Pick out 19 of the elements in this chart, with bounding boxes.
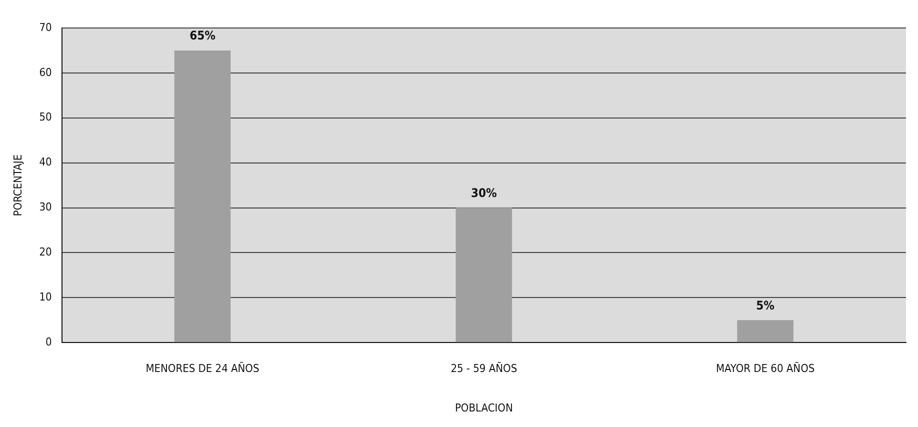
bar xyxy=(456,208,512,342)
y-axis-title: PORCENTAJE xyxy=(11,154,24,216)
y-tick-label: 50 xyxy=(39,110,52,124)
data-label: 30% xyxy=(470,186,497,200)
y-tick-label: 70 xyxy=(39,20,52,34)
bar xyxy=(174,50,231,342)
x-tick-label: MAYOR DE 60 AÑOS xyxy=(716,361,815,376)
data-label: 5% xyxy=(756,298,775,312)
x-axis-title: POBLACION xyxy=(454,401,513,414)
x-tick-label: MENORES DE 24 AÑOS xyxy=(146,361,260,376)
y-tick-label: 0 xyxy=(45,335,52,348)
x-tick-label: 25 - 59 AÑOS xyxy=(450,361,518,376)
y-tick-label: 20 xyxy=(39,246,52,259)
data-label: 65% xyxy=(190,28,216,43)
y-tick-label: 30 xyxy=(39,200,52,214)
y-tick-label: 40 xyxy=(39,156,52,169)
y-tick-label: 10 xyxy=(39,290,52,304)
bar xyxy=(737,320,794,342)
y-tick-label: 60 xyxy=(39,66,52,79)
